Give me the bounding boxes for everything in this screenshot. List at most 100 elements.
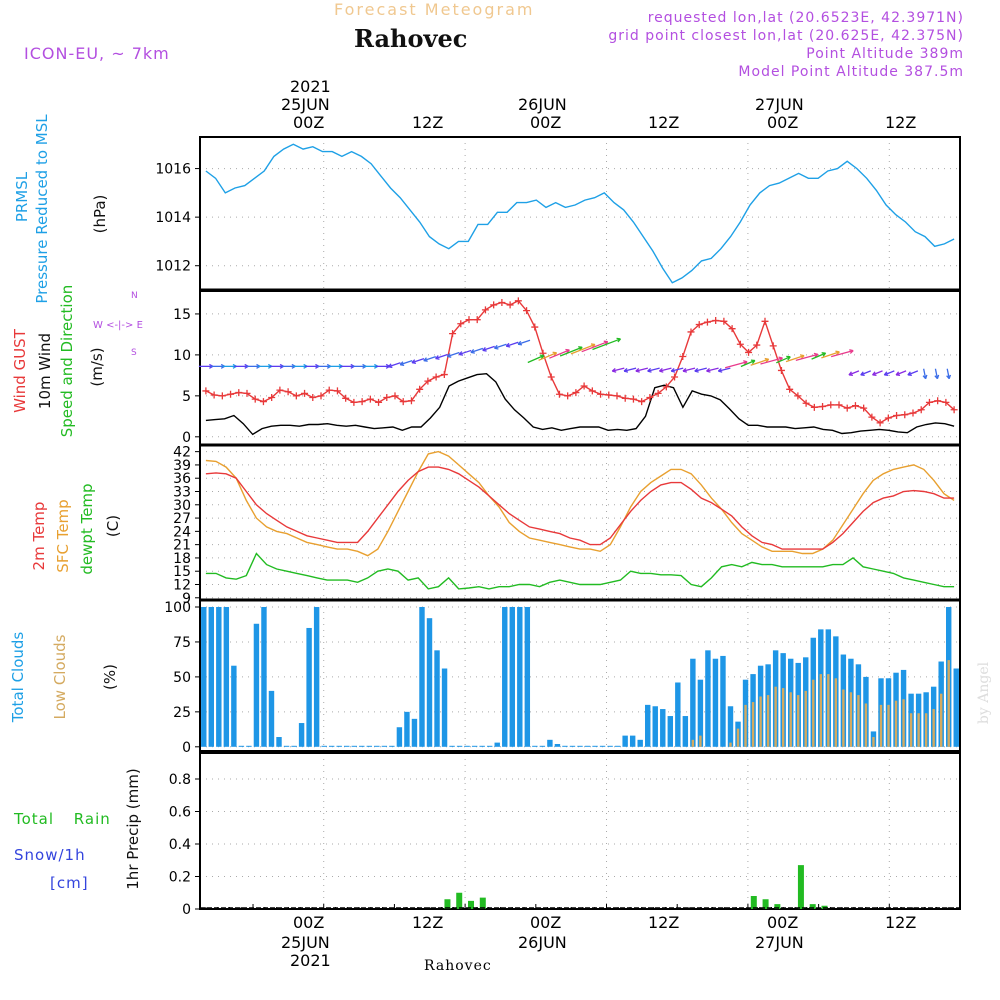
gust-line-marker xyxy=(449,330,457,338)
total-cloud-bar xyxy=(667,716,674,747)
wind-direction-arrow xyxy=(482,345,495,351)
gust-line-marker xyxy=(210,391,218,399)
low-cloud-bar xyxy=(699,735,702,747)
low-cloud-bar xyxy=(736,728,740,747)
top-hour-label-4: 12Z xyxy=(648,113,680,132)
gust-line-marker xyxy=(547,373,555,381)
forecast-meteogram-title: Forecast Meteogram xyxy=(334,0,535,19)
low-cloud-bar xyxy=(887,704,890,747)
total-cloud-bar xyxy=(517,606,523,747)
bottom-hour-label-5: 00Z xyxy=(767,913,799,932)
bottom-hour-label-4: 12Z xyxy=(648,913,680,932)
total-cloud-bar xyxy=(328,745,335,747)
gust-line-marker xyxy=(662,383,670,391)
total-cloud-bar xyxy=(223,606,230,747)
bottom-day-label-3: 27JUN xyxy=(755,933,804,952)
wind-direction-arrowhead xyxy=(423,357,428,362)
wind-direction-arrow xyxy=(934,368,939,379)
model-point-altitude: Model Point Altitude 387.5m xyxy=(738,64,964,80)
wind-direction-arrowhead xyxy=(849,349,854,354)
low-cloud-bar xyxy=(924,713,928,747)
total-cloud-bar xyxy=(366,745,373,747)
gust-line-marker xyxy=(523,307,531,315)
wind-direction-arrowhead xyxy=(470,349,475,354)
total-cloud-bar xyxy=(419,606,425,747)
wind-direction-arrow xyxy=(527,354,545,364)
low-cloud-bar xyxy=(827,674,830,747)
gust-line-marker xyxy=(572,389,580,397)
wind-direction-arrowhead xyxy=(694,367,699,373)
total-cloud-bar xyxy=(562,745,568,747)
total-cloud-bar xyxy=(569,745,576,747)
gust-line-marker xyxy=(276,386,284,394)
wind-direction-arrowhead xyxy=(611,367,617,373)
gust-line-marker xyxy=(613,392,621,400)
rain-bar xyxy=(468,900,475,909)
gust-line-marker xyxy=(268,393,276,401)
total-cloud-bar xyxy=(532,745,538,747)
gust-line-marker xyxy=(851,402,859,410)
footer-location: Rahovec xyxy=(424,958,492,974)
pressure-line xyxy=(205,143,955,284)
low-cloud-bar xyxy=(789,692,792,747)
gust-line-marker xyxy=(638,398,646,406)
wind-direction-arrowhead xyxy=(387,363,393,369)
wind-direction-arrow xyxy=(549,349,570,359)
gust-line-marker xyxy=(465,316,473,324)
gust-line-marker xyxy=(786,385,794,393)
wind-direction-arrowhead xyxy=(799,354,805,359)
wind-direction-arrow xyxy=(946,368,950,379)
dewpt-temp-line xyxy=(205,552,955,590)
total-cloud-bar xyxy=(441,668,448,747)
total-cloud-bar xyxy=(261,606,267,747)
total-cloud-bar xyxy=(629,735,636,747)
wind-direction-arrow xyxy=(907,370,919,376)
low-cloud-bar xyxy=(751,702,755,747)
wind-direction-arrow xyxy=(470,347,484,354)
y-tick-label: 27 xyxy=(173,511,191,527)
gust-line-marker xyxy=(893,412,901,420)
gust-line-marker xyxy=(695,321,703,329)
total-cloud-bar xyxy=(953,668,959,747)
total-cloud-bar xyxy=(509,606,515,747)
wind-direction-arrowhead xyxy=(895,371,901,377)
total-cloud-bar xyxy=(268,690,275,747)
total-cloud-bar xyxy=(577,745,583,747)
y-tick-label: 1012 xyxy=(155,259,191,275)
model-label: ICON-EU, ~ 7km xyxy=(24,44,170,63)
low-cloud-bar xyxy=(781,688,785,747)
y-tick-label: 9 xyxy=(182,591,191,607)
total-cloud-bar xyxy=(524,606,531,747)
total-cloud-bar xyxy=(547,739,553,747)
gust-line-marker xyxy=(564,392,572,400)
low-cloud-bar xyxy=(947,660,950,747)
bottom-hour-label-6: 12Z xyxy=(885,913,917,932)
y-tick-label: 0.6 xyxy=(169,805,191,821)
gust-line-marker xyxy=(506,301,514,309)
total-cloud-bar xyxy=(238,745,245,747)
total-cloud-bar xyxy=(539,745,546,747)
compass-n-label: N xyxy=(131,291,138,301)
wind-direction-arrowhead xyxy=(399,361,405,367)
gust-line-marker xyxy=(440,371,448,379)
wind-direction-arrow xyxy=(647,367,660,372)
wind-direction-arrowhead xyxy=(446,353,452,358)
gust-line-marker xyxy=(884,414,892,422)
top-hour-label-2: 12Z xyxy=(412,113,444,132)
requested-coords: requested lon,lat (20.6523E, 42.3971N) xyxy=(647,10,964,26)
wind-direction-arrowhead xyxy=(813,352,819,358)
wind-direction-arrow xyxy=(848,370,860,376)
gust-line-marker xyxy=(794,392,802,400)
total-cloud-bar xyxy=(216,606,222,747)
gust-line-marker xyxy=(284,388,292,396)
wind-direction-arrowhead xyxy=(458,351,464,356)
total-cloud-bar xyxy=(652,706,658,747)
compass-we-label: W <-|-> E xyxy=(93,320,143,331)
total-cloud-bar xyxy=(231,665,237,747)
total-cloud-bar xyxy=(727,706,734,747)
total-cloud-bar xyxy=(411,718,418,747)
rain-bar xyxy=(444,899,451,909)
y-tick-label: 33 xyxy=(173,485,191,501)
total-cloud-bar xyxy=(479,745,485,747)
wind-direction-arrowhead xyxy=(872,371,877,377)
